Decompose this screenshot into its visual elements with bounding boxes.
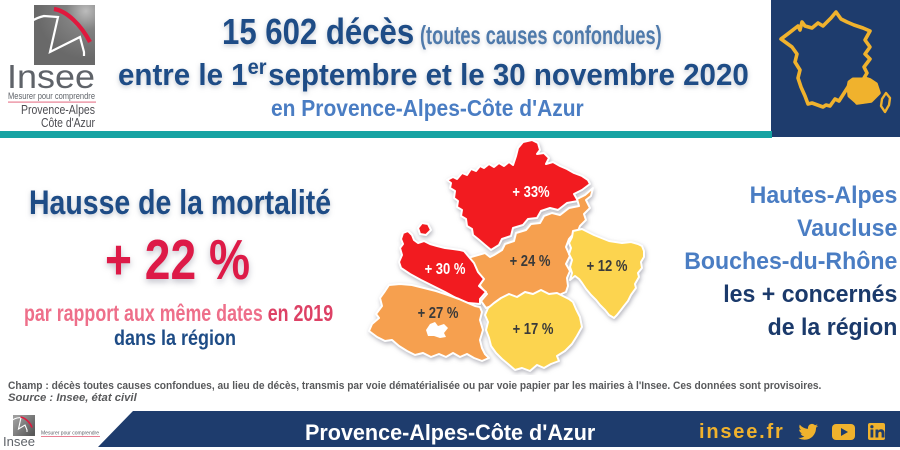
svg-text:+ 12 %: + 12 % [587,258,628,275]
svg-text:+ 17 %: + 17 % [513,321,554,338]
svg-text:+ 30 %: + 30 % [425,261,466,278]
svg-text:+ 27 %: + 27 % [418,305,459,322]
svg-text:+ 24 %: + 24 % [510,253,551,270]
svg-text:Insee: Insee [7,58,95,95]
svg-text:Mesurer pour comprendre: Mesurer pour comprendre [8,91,95,101]
svg-text:Provence-Alpes: Provence-Alpes [21,102,95,117]
svg-text:Insee: Insee [3,434,35,449]
svg-text:+ 33%: + 33% [512,184,549,201]
svg-text:Mesurer pour comprendre: Mesurer pour comprendre [41,431,99,437]
svg-text:Côte d'Azur: Côte d'Azur [41,115,96,130]
